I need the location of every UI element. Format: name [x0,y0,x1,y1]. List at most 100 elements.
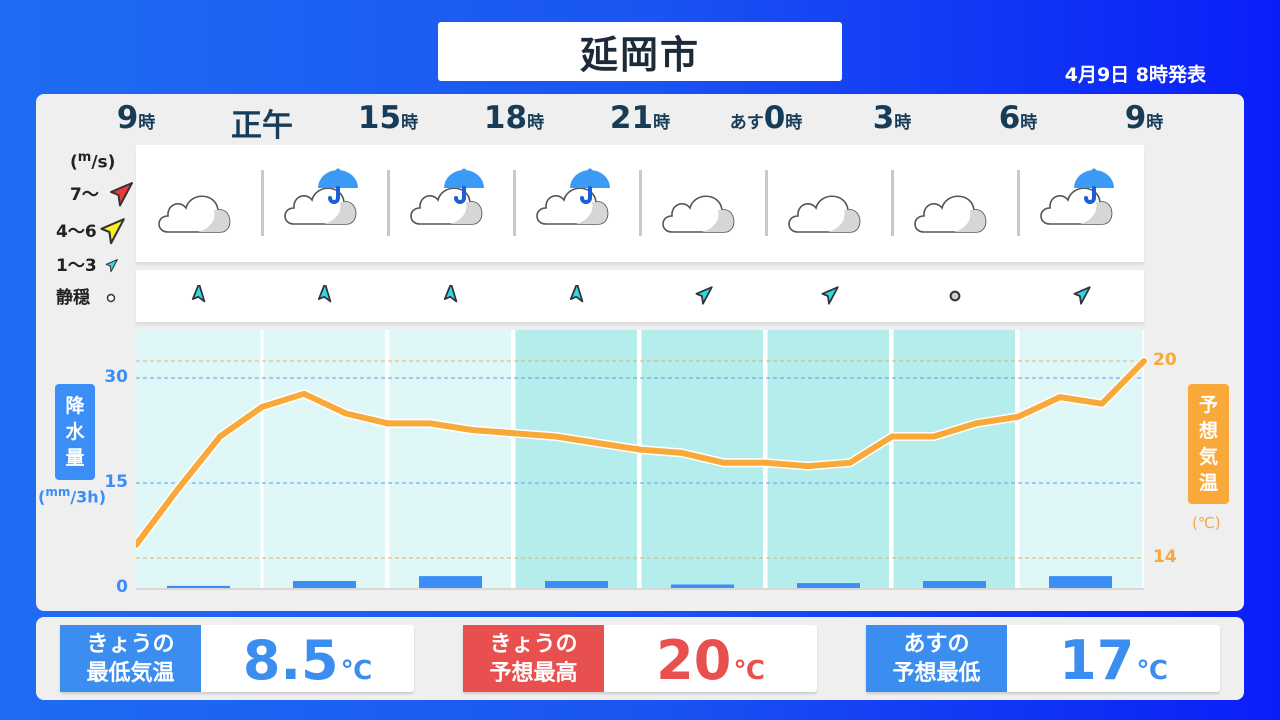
hour-unit: 時 [527,113,545,133]
char: 想 [1198,420,1218,442]
wind-arrow-icon [191,285,206,303]
column-divider [513,170,516,236]
precip-bar [671,584,734,588]
char: 降 [65,395,85,417]
summary-value: 17 ℃ [1007,625,1220,692]
summary-card: あすの 予想最低 17 ℃ [866,625,1220,692]
day-band [263,330,385,588]
hour-unit: 時 [894,113,912,133]
weather-row [136,145,1144,262]
char: 温 [1198,472,1218,494]
label-line: あすの [903,631,970,657]
temperature-value: 8.5 [242,629,339,692]
temp-tick-20: 20 [1153,350,1177,370]
wind-row [136,270,1144,322]
unit-rest: /3h) [70,487,107,507]
city-title: 延岡市 [438,22,842,81]
column-divider [387,170,390,236]
wind-arrow-icon [109,182,133,207]
calm-icon [106,293,116,303]
precip-bar [419,576,482,588]
temp-axis-title: 予想気温 [1188,384,1229,504]
wind-arrow-icon [1073,286,1091,305]
precip-bar [545,581,608,588]
hour-prefix: あす [729,113,764,133]
hour-label: 6時 [955,100,1081,136]
rain-umbrella-cloud-icon [284,168,358,225]
label-line: きょうの [489,631,578,657]
hour-unit: 時 [653,113,671,133]
char: 予 [1198,394,1218,416]
issued-time: 4月9日 8時発表 [1064,64,1206,86]
hour-number: 9 [1124,100,1147,136]
wind-arrow-icon [105,259,118,273]
hour-label: 9時 [73,100,199,136]
hour-unit: 時 [138,113,156,133]
hour-label: 21時 [577,100,703,136]
day-band [1019,330,1143,588]
column-divider [261,170,264,236]
wind-legend-label: 4〜6 [56,222,97,242]
temp-tick-14: 14 [1153,547,1177,567]
summary-label: あすの 予想最低 [866,625,1007,692]
precip-tick-0: 0 [116,577,128,597]
precip-tick-15: 15 [104,472,128,492]
wind-unit-label: (m/s) [70,150,115,173]
hour-number: 正午 [231,108,293,144]
column-divider [1017,170,1020,236]
wind-legend-label: 1〜3 [56,256,97,276]
hour-label: あす0時 [703,100,829,136]
calm-icon [949,290,961,302]
night-band [515,330,637,588]
hour-label: 15時 [325,100,451,136]
wind-arrow-icon [695,286,713,305]
column-divider [765,170,768,236]
wind-legend-item: 7〜 [70,180,135,210]
wind-legend-item: 4〜6 [56,216,127,248]
temperature-unit: ℃ [340,656,373,686]
hour-label: 18時 [451,100,577,136]
hour-number: 18 [483,100,528,136]
day-band [389,330,511,588]
paren: ( [38,487,46,507]
unit-m: m [77,150,92,165]
summary-label: きょうの 最低気温 [60,625,201,692]
cloud-icon [158,195,231,233]
night-band [893,330,1015,588]
summary-value: 20 ℃ [604,625,817,692]
temperature-value: 17 [1059,629,1135,692]
summary-card: きょうの 最低気温 8.5 ℃ [60,625,414,692]
wind-legend-label: 7〜 [70,185,99,205]
hour-label: 正午 [199,100,325,145]
precip-bar [1049,576,1112,588]
paren: ( [70,152,78,173]
hour-number: 0 [763,100,786,136]
precip-bar [167,585,230,588]
hour-label: 3時 [829,100,955,136]
precip-bar [923,581,986,588]
hour-unit: 時 [785,113,803,133]
label-line: 予想最高 [489,660,578,686]
hour-number: 15 [357,100,402,136]
label-line: 予想最低 [892,660,981,686]
temperature-value: 20 [656,629,732,692]
hour-number: 6 [998,100,1021,136]
char: 気 [1198,446,1218,468]
temp-unit: (℃) [1192,514,1221,532]
cloud-icon [914,195,987,233]
precip-tick-30: 30 [104,367,128,387]
summary-card: きょうの 予想最高 20 ℃ [463,625,817,692]
temperature-unit: ℃ [733,656,765,686]
wind-arrow-icon [821,286,839,305]
rain-umbrella-cloud-icon [536,168,610,225]
hour-number: 21 [609,100,654,136]
char: 量 [65,447,85,469]
unit-s: /s) [91,152,116,173]
precip-unit: (mm/3h) [38,485,106,506]
label-line: 最低気温 [86,660,175,686]
cloud-icon [662,195,735,233]
summary-label: きょうの 予想最高 [463,625,604,692]
forecast-chart [136,330,1148,590]
hour-unit: 時 [1146,113,1164,133]
column-divider [891,170,894,236]
